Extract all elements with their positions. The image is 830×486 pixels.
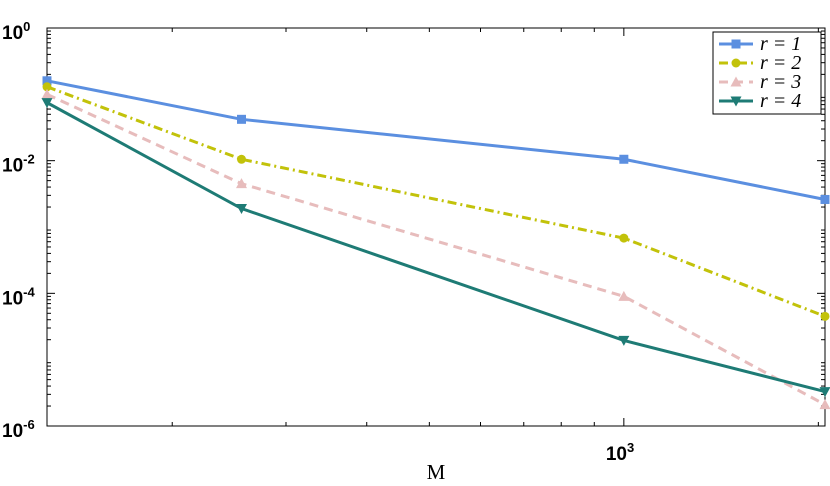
x-tick-label: 103	[606, 440, 634, 465]
series-2	[42, 82, 830, 321]
data-point	[236, 178, 247, 189]
x-axis: 103	[606, 28, 634, 465]
data-point	[618, 335, 630, 346]
y-axis: 100 10-2 10-4 10-6	[2, 19, 825, 442]
series-3	[41, 88, 830, 410]
y-tick-label: 10-4	[2, 284, 35, 309]
data-point	[819, 387, 830, 398]
series-line	[46, 79, 826, 201]
data-point	[619, 154, 629, 164]
legend-item: r = 2	[719, 52, 801, 74]
data-point	[618, 290, 630, 301]
legend-label: r = 4	[760, 90, 801, 112]
series-1	[42, 76, 830, 204]
legend-marker	[730, 96, 742, 107]
series-line	[46, 101, 826, 394]
legend-label: r = 1	[760, 33, 801, 55]
series-line	[46, 85, 826, 318]
y-tick-label: 100	[2, 19, 30, 44]
legend: r = 1r = 2r = 3r = 4	[712, 31, 822, 115]
data-point	[41, 88, 53, 99]
data-point	[619, 233, 629, 243]
legend-marker	[731, 39, 741, 49]
data-point	[42, 82, 52, 92]
data-point	[820, 194, 830, 204]
plot-area	[46, 27, 826, 427]
y-tick-label: 10-2	[2, 152, 35, 177]
data-point	[819, 399, 830, 410]
legend-label: r = 3	[760, 71, 801, 93]
data-point	[820, 311, 830, 321]
y-tick-label: 10-6	[2, 417, 35, 442]
data-point	[237, 154, 246, 164]
data-point	[236, 204, 247, 215]
x-axis-label: M	[427, 460, 446, 484]
minor-ticks	[47, 28, 825, 426]
data-point	[237, 114, 246, 124]
legend-label: r = 2	[760, 52, 801, 74]
series-4	[41, 98, 830, 398]
series-line	[46, 92, 826, 406]
data-point	[42, 76, 52, 86]
legend-item: r = 1	[719, 33, 801, 55]
series-layer	[41, 76, 830, 410]
data-point	[41, 98, 53, 109]
legend-item: r = 4	[719, 90, 801, 112]
legend-marker	[731, 58, 741, 68]
legend-marker	[730, 76, 742, 87]
legend-item: r = 3	[719, 71, 801, 93]
